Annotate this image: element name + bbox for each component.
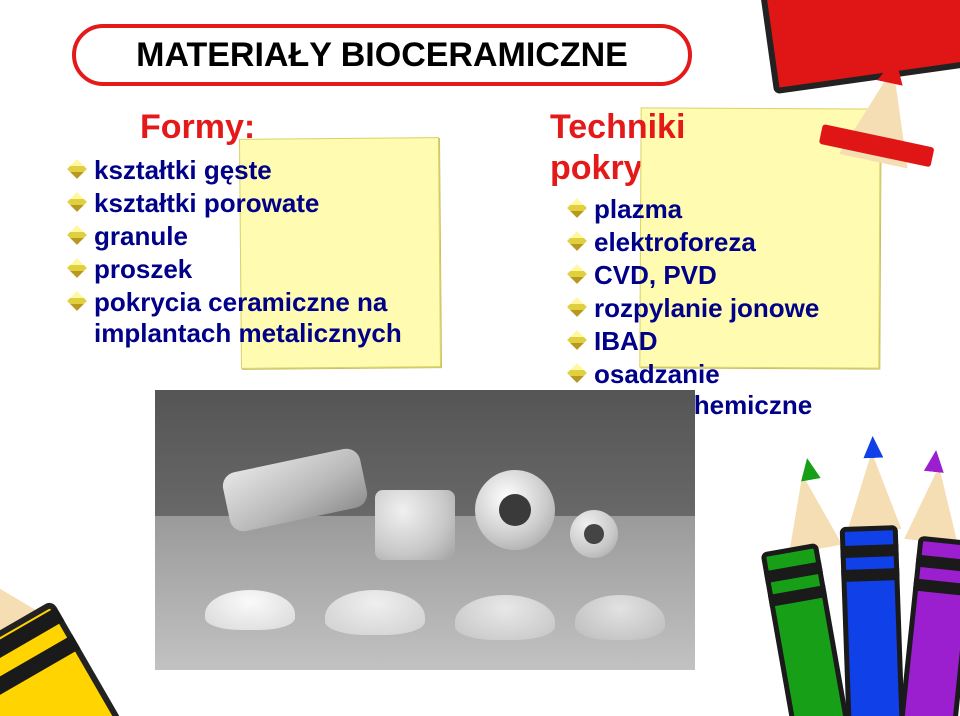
diamond-bullet-icon (67, 258, 87, 278)
left-column: Formy: kształtki gęste kształtki porowat… (50, 108, 480, 423)
content-columns: Formy: kształtki gęste kształtki porowat… (50, 108, 910, 423)
diamond-bullet-icon (67, 225, 87, 245)
crayon-icon-red (795, 0, 960, 202)
crayon-group-icon (780, 446, 960, 716)
powder-pile-2 (325, 590, 425, 635)
list-item: proszek (50, 254, 480, 285)
bioceramic-photo (155, 390, 695, 670)
list-item: granule (50, 221, 480, 252)
item-text: IBAD (594, 326, 890, 357)
left-heading: Formy: (140, 108, 480, 147)
diamond-bullet-icon (567, 363, 587, 383)
item-text: granule (94, 221, 480, 252)
list-item: IBAD (510, 326, 890, 357)
list-item: plazma (510, 194, 890, 225)
item-text: kształtki gęste (94, 155, 480, 186)
item-text: elektroforeza (594, 227, 890, 258)
item-text: proszek (94, 254, 480, 285)
page-title: MATERIAŁY BIOCERAMICZNE (136, 36, 628, 75)
diamond-bullet-icon (567, 264, 587, 284)
diamond-bullet-icon (567, 231, 587, 251)
diamond-bullet-icon (67, 159, 87, 179)
diamond-bullet-icon (567, 198, 587, 218)
list-item: pokrycia ceramiczne na implantach metali… (50, 287, 480, 349)
crayon-icon-blue (840, 525, 907, 716)
item-text: CVD, PVD (594, 260, 890, 291)
item-text: kształtki porowate (94, 188, 480, 219)
diamond-bullet-icon (567, 297, 587, 317)
list-item: kształtki gęste (50, 155, 480, 186)
left-list: kształtki gęste kształtki porowate granu… (50, 155, 480, 349)
powder-pile-3 (455, 595, 555, 640)
list-item: kształtki porowate (50, 188, 480, 219)
item-text: plazma (594, 194, 890, 225)
item-text: rozpylanie jonowe (594, 293, 890, 324)
large-ring (475, 470, 555, 550)
list-item: rozpylanie jonowe (510, 293, 890, 324)
diamond-bullet-icon (67, 192, 87, 212)
sponge-block (375, 490, 455, 560)
crayon-icon-purple (894, 536, 960, 716)
title-capsule: MATERIAŁY BIOCERAMICZNE (72, 24, 692, 86)
powder-pile-1 (205, 590, 295, 630)
list-item: CVD, PVD (510, 260, 890, 291)
item-text: pokrycia ceramiczne na implantach metali… (94, 287, 480, 349)
diamond-bullet-icon (67, 291, 87, 311)
small-ring (570, 510, 618, 558)
diamond-bullet-icon (567, 330, 587, 350)
powder-pile-4 (575, 595, 665, 640)
list-item: elektroforeza (510, 227, 890, 258)
right-list: plazma elektroforeza CVD, PVD rozpylanie… (510, 194, 890, 421)
